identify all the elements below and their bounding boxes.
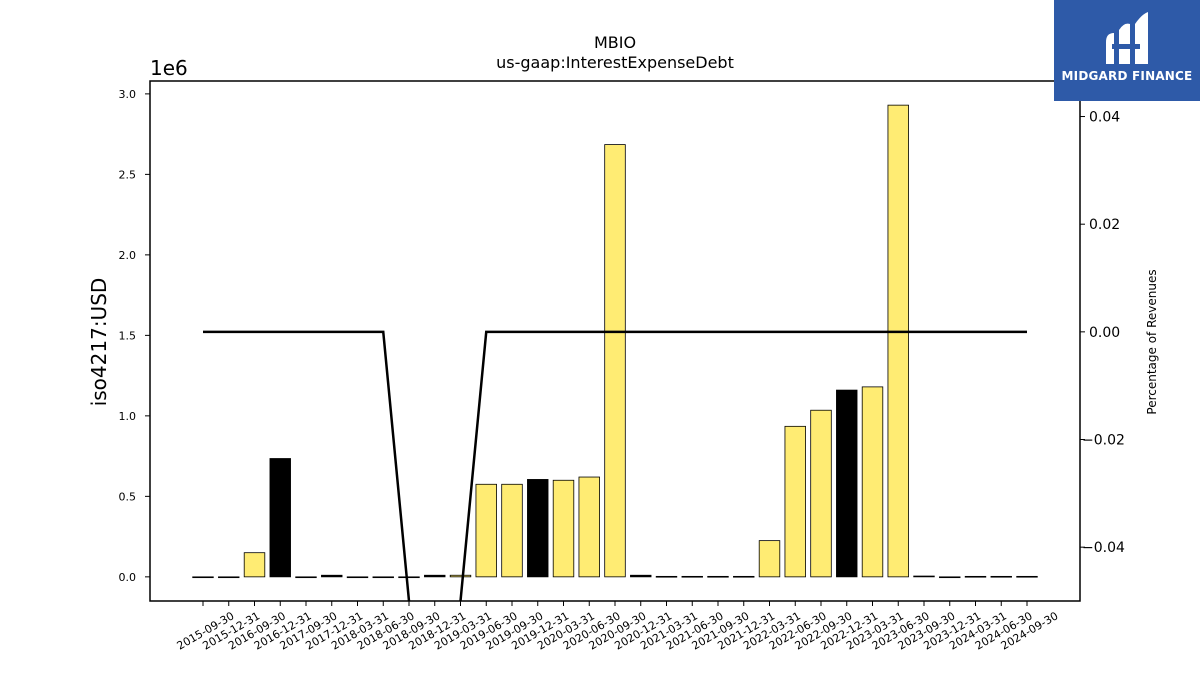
bar-2022-12-31 [836, 389, 858, 578]
y-offset-label: 1e6 [150, 56, 188, 80]
y2-tick-label: 0.04 [1089, 110, 1120, 126]
bar-2023-12-31 [939, 576, 961, 579]
bar-2019-06-30 [475, 483, 497, 578]
bar-2019-12-31 [527, 479, 549, 578]
y-tick-label: 3.0 [119, 88, 137, 101]
percentage-line-segment-2 [459, 330, 1027, 602]
y2-tick-label: −0.04 [1082, 540, 1125, 556]
midgard-finance-logo: MIDGARD FINANCE [1054, 0, 1200, 101]
bar-2019-09-30 [501, 483, 523, 578]
chart-subtitle: us-gaap:InterestExpenseDebt [496, 53, 734, 72]
y2-axis-label: Percentage of Revenues [1145, 269, 1159, 414]
bar-2018-09-30 [398, 576, 420, 579]
percentage-line-group [203, 330, 1027, 602]
y2-tick-label: −0.02 [1082, 433, 1125, 449]
bar-2020-03-31 [552, 479, 575, 578]
bar-2015-12-31 [218, 576, 240, 579]
bar-2018-03-31 [346, 576, 369, 579]
y2-tick-label: 0.02 [1089, 217, 1120, 233]
logo-text: MIDGARD FINANCE [1061, 69, 1193, 83]
bar-2017-09-30 [295, 576, 317, 579]
bar-2016-12-31 [269, 458, 291, 578]
bar-2024-03-31 [964, 575, 987, 578]
bar-2021-12-31 [733, 575, 755, 578]
bar-2020-09-30 [604, 144, 626, 578]
y-tick-label: 1.5 [119, 329, 137, 342]
y-tick-label: 1.0 [119, 410, 137, 423]
bars-group [192, 104, 1038, 579]
bar-2017-12-31 [321, 574, 343, 578]
bar-2023-03-31 [861, 386, 884, 578]
bar-2024-09-30 [1016, 575, 1038, 578]
bar-2018-12-31 [424, 574, 446, 578]
percentage-line-segment-1 [203, 330, 411, 602]
y-tick-label: 2.0 [119, 249, 137, 262]
bar-2019-03-31 [449, 574, 472, 578]
chart-title: MBIO [594, 33, 636, 52]
logo-mark-icon [1106, 12, 1148, 65]
y-axis-label: iso4217:USD [87, 278, 111, 407]
y-tick-label: 0.0 [119, 571, 137, 584]
bar-2021-09-30 [707, 575, 729, 578]
bar-2023-09-30 [913, 575, 935, 578]
bar-2020-06-30 [578, 476, 600, 578]
bar-2021-06-30 [681, 575, 703, 578]
y-tick-label: 0.5 [119, 490, 137, 503]
bar-2023-06-30 [887, 104, 909, 578]
bar-2016-09-30 [243, 552, 266, 578]
y2-tick-label: 0.00 [1089, 325, 1120, 341]
bar-2018-06-30 [372, 576, 394, 579]
bar-2020-12-31 [630, 574, 652, 578]
bar-2022-03-31 [758, 540, 781, 578]
bar-2022-09-30 [810, 409, 832, 578]
y-tick-label: 2.5 [119, 168, 137, 181]
bar-2022-06-30 [784, 425, 806, 578]
bar-2015-09-30 [192, 576, 214, 579]
bar-2024-06-30 [990, 575, 1012, 578]
bar-2021-03-31 [655, 575, 678, 578]
